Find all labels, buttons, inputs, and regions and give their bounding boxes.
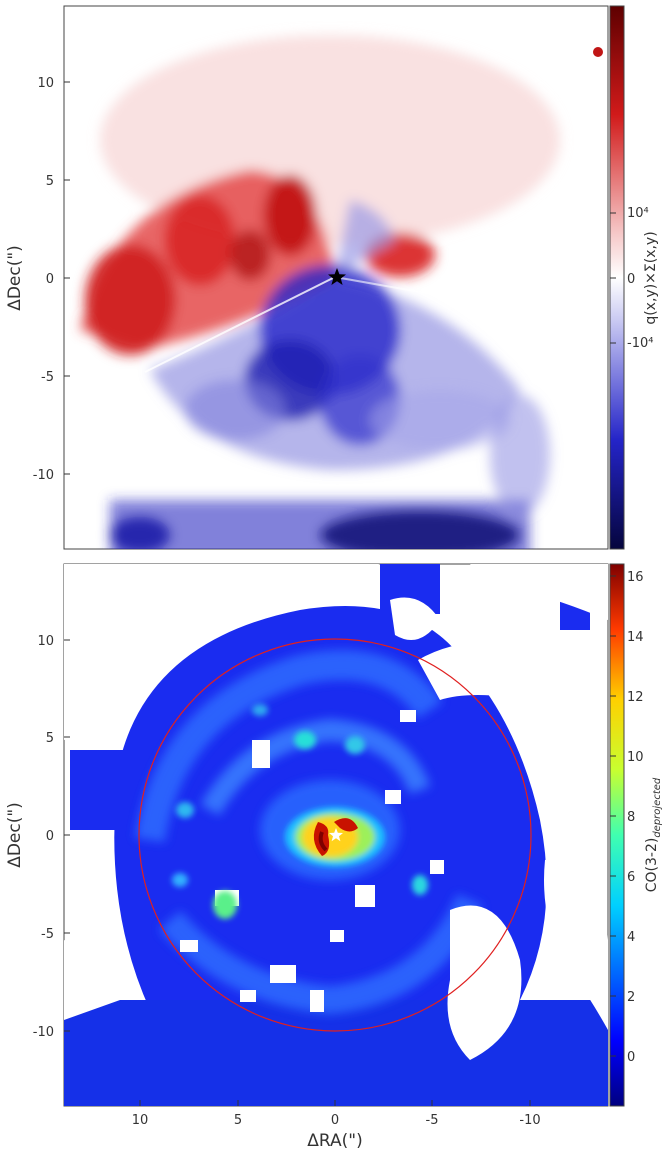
cbtick-8: 8 (627, 810, 635, 825)
bottom-panel: 10 5 0 -5 -10 ΔDec(") 10 5 0 -5 -10 ΔRA(… (5, 563, 663, 1151)
top-ytick-m10: -10 (33, 468, 54, 483)
cbtick-4: 4 (627, 930, 635, 945)
cbtick-14: 14 (627, 630, 644, 645)
top-cbtick-zero: 0 (627, 272, 635, 287)
xtick-0: 0 (331, 1113, 339, 1128)
cbtick-0: 0 (627, 1050, 635, 1065)
top-colorbar-label: q(x,y)×Σ(x,y) (643, 231, 659, 324)
top-y-ticks: 10 5 0 -5 -10 (33, 76, 70, 483)
bottom-ytick-0: 0 (46, 829, 54, 844)
top-y-axis-label: ΔDec(") (5, 245, 25, 311)
bottom-colorbar-ticks: 16 14 12 10 8 6 4 2 0 (610, 570, 644, 1065)
bottom-heatmap (64, 564, 608, 1106)
top-ytick-10: 10 (37, 76, 54, 91)
bottom-center-star-icon (329, 828, 343, 842)
top-ytick-5: 5 (46, 174, 54, 189)
top-center-star-icon (328, 268, 346, 285)
top-ytick-0: 0 (46, 272, 54, 287)
colorbar-label-sub: deprojected (652, 777, 663, 838)
top-panel: 10 5 0 -5 -10 ΔDec(") 10⁴ 0 -10⁴ q(x,y)×… (5, 5, 659, 550)
bottom-y-axis-label: ΔDec(") (5, 802, 25, 868)
bottom-ytick-m5: -5 (41, 927, 54, 942)
x-axis-label: ΔRA(") (307, 1131, 362, 1151)
cbtick-16: 16 (627, 570, 644, 585)
bottom-y-ticks: 10 5 0 -5 -10 (33, 634, 70, 1040)
xtick-5: 5 (234, 1113, 242, 1128)
bottom-ytick-10: 10 (37, 634, 54, 649)
xtick-m5: -5 (426, 1113, 439, 1128)
top-colorbar-ticks: 10⁴ 0 -10⁴ (610, 206, 653, 351)
xtick-10: 10 (132, 1113, 149, 1128)
bottom-x-ticks: 10 5 0 -5 -10 (132, 1100, 541, 1128)
cbtick-2: 2 (627, 990, 635, 1005)
top-cbtick-pos: 10⁴ (627, 206, 649, 221)
cbtick-12: 12 (627, 690, 644, 705)
bottom-radius-circle (138, 638, 532, 1032)
xtick-m10: -10 (519, 1113, 540, 1128)
top-ytick-m5: -5 (41, 370, 54, 385)
cbtick-10: 10 (627, 750, 644, 765)
colorbar-label-main: CO(3-2) (644, 838, 660, 893)
top-heatmap (80, 35, 603, 549)
top-cbtick-neg: -10⁴ (627, 336, 653, 351)
cbtick-6: 6 (627, 870, 635, 885)
bottom-ytick-5: 5 (46, 731, 54, 746)
bottom-colorbar (609, 563, 625, 1107)
bottom-ytick-m10: -10 (33, 1025, 54, 1040)
bottom-colorbar-label: CO(3-2)deprojected (644, 777, 663, 892)
